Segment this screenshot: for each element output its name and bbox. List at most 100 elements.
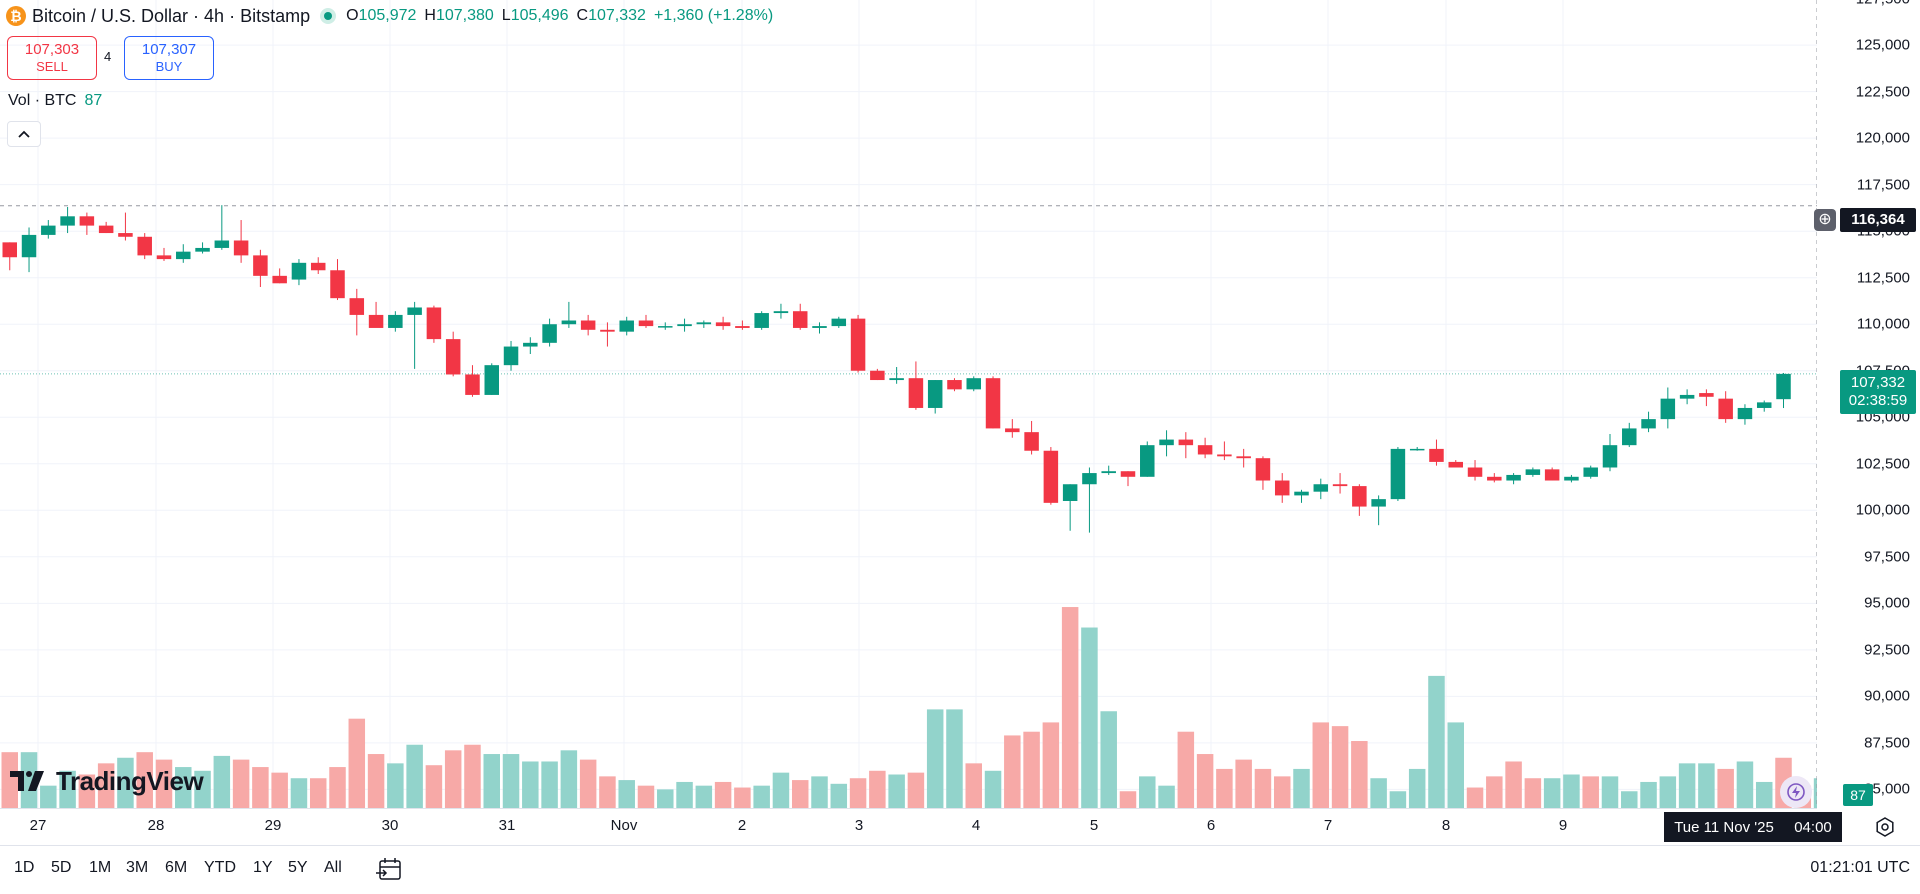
volume-bar <box>502 754 520 808</box>
ai-assistant-icon[interactable] <box>1780 776 1812 808</box>
volume-bar <box>869 770 886 808</box>
candle-body <box>1178 439 1194 446</box>
volume-bar <box>907 772 925 808</box>
range-button-5y[interactable]: 5Y <box>288 859 308 876</box>
volume-bar <box>637 785 655 808</box>
time-tick-label: 3 <box>854 817 864 834</box>
candle-body <box>580 320 596 330</box>
volume-bar <box>830 783 848 808</box>
candle-body <box>889 378 904 381</box>
volume-bar <box>387 763 404 808</box>
range-button-1d[interactable]: 1D <box>14 859 35 876</box>
volume-bar <box>483 754 500 808</box>
candle-body <box>465 374 480 395</box>
volume-legend[interactable]: Vol · BTC 87 <box>8 92 102 110</box>
price-tick-label: 102,500 <box>1855 455 1910 473</box>
volume-bar <box>734 787 751 808</box>
tradingview-logo-text: TradingView <box>56 765 204 796</box>
volume-bar <box>579 759 597 808</box>
chart-settings-icon[interactable] <box>1874 816 1896 838</box>
utc-clock[interactable]: 01:21:01 UTC <box>1810 859 1910 876</box>
time-axis[interactable]: 27 28 29 30 31 Nov 2 3 4 5 6 7 8 9 <box>0 808 1817 846</box>
volume-bar <box>194 770 211 808</box>
candle-body <box>1390 448 1406 500</box>
volume-bar <box>1312 722 1330 808</box>
volume-bar <box>849 778 867 808</box>
candle-body <box>1005 428 1020 433</box>
candle-body <box>658 326 673 328</box>
volume-bar <box>753 785 770 808</box>
candle-body <box>696 322 712 325</box>
price-tick-label: 110,000 <box>1856 315 1910 333</box>
volume-bar <box>1158 785 1175 808</box>
range-button-5d[interactable]: 5D <box>51 859 72 876</box>
candle-body <box>1120 471 1136 477</box>
volume-bar <box>464 744 481 808</box>
volume-bar <box>1736 761 1754 808</box>
sell-button[interactable]: 107,303 SELL <box>7 36 97 80</box>
volume-bar <box>522 761 539 808</box>
candle-body <box>2 242 17 258</box>
volume-bar <box>1216 768 1233 808</box>
go-to-date-calendar-icon[interactable] <box>376 857 404 883</box>
candle-body <box>272 275 287 284</box>
candle-body <box>619 320 634 332</box>
price-tick-label: 117,500 <box>1856 176 1910 194</box>
time-tick-label: 8 <box>1441 817 1451 834</box>
collapse-legend-button[interactable] <box>7 121 41 147</box>
candle-body <box>1197 445 1213 455</box>
sell-price: 107,303 <box>24 41 80 58</box>
range-button-ytd[interactable]: YTD <box>204 859 236 876</box>
chart-pane[interactable] <box>0 0 1817 808</box>
candle-body <box>1429 448 1444 462</box>
volume-bar <box>175 767 192 808</box>
volume-bar <box>1466 787 1484 808</box>
volume-bar <box>155 759 173 808</box>
range-button-6m[interactable]: 6M <box>165 859 188 876</box>
ohlc-high: H107,380 <box>424 7 494 24</box>
range-button-all[interactable]: All <box>324 859 342 876</box>
price-chart[interactable] <box>0 0 1817 808</box>
range-button-1y[interactable]: 1Y <box>253 859 273 876</box>
volume-legend-value: 87 <box>84 92 103 109</box>
time-tick-label: 9 <box>1558 817 1568 834</box>
time-tick-label: 2 <box>737 817 747 834</box>
volume-bar <box>1659 776 1677 808</box>
volume-bar <box>560 750 578 808</box>
candle-body <box>715 322 731 327</box>
candle-body <box>291 262 307 280</box>
volume-bar <box>1023 731 1040 808</box>
candle-body <box>214 240 230 248</box>
symbol-title[interactable]: Bitcoin / U.S. Dollar · 4h · Bitstamp <box>32 5 311 26</box>
time-tick-label: 7 <box>1323 817 1333 834</box>
market-open-status-icon[interactable] <box>320 8 337 24</box>
volume-axis-label: 87 <box>1843 784 1873 806</box>
candle-body <box>1062 484 1078 501</box>
candle-body <box>1332 484 1348 487</box>
volume-bar <box>1678 763 1696 808</box>
candle-body <box>484 365 499 395</box>
tradingview-logo[interactable]: TradingView <box>10 765 204 796</box>
candle-body <box>1043 450 1059 503</box>
range-button-1m[interactable]: 1M <box>89 859 112 876</box>
ohlc-close: C107,332 <box>576 7 646 24</box>
time-tick-label: 30 <box>381 817 399 834</box>
range-button-3m[interactable]: 3M <box>126 859 149 876</box>
time-tick-label: 5 <box>1089 817 1099 834</box>
add-alert-plus-icon[interactable]: ⊕ <box>1814 209 1836 231</box>
candle-body <box>1679 394 1695 399</box>
candle-body <box>426 307 442 340</box>
cursor-time: 04:00 <box>1794 818 1832 836</box>
candle-body <box>1583 467 1598 477</box>
volume-bar <box>1139 776 1156 808</box>
volume-bar <box>309 778 327 808</box>
candle-body <box>98 225 114 234</box>
volume-bar <box>1177 731 1195 808</box>
time-tick-label: 31 <box>498 817 516 834</box>
volume-bar <box>984 770 1002 808</box>
volume-bar <box>1582 776 1599 808</box>
candle-body <box>1622 428 1637 446</box>
buy-button[interactable]: 107,307 BUY <box>124 36 214 80</box>
candle-body <box>118 233 133 237</box>
candle-body <box>137 236 152 256</box>
